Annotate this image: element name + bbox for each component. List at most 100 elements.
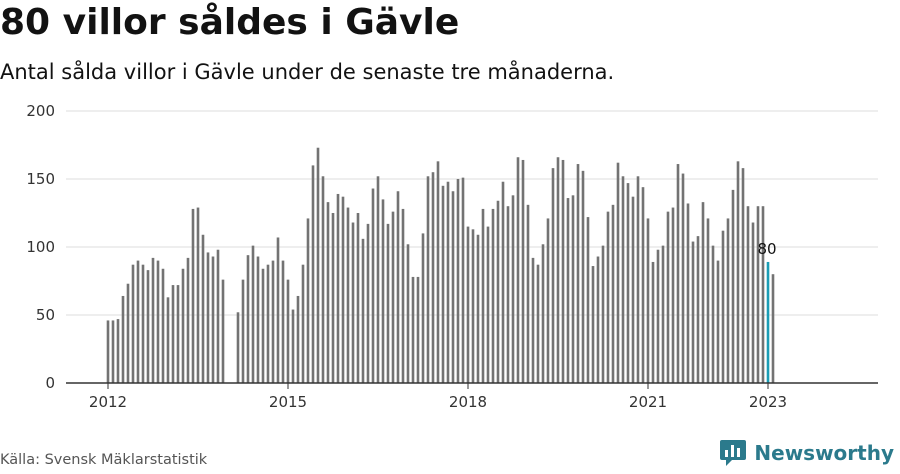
bar — [256, 256, 260, 383]
bar — [396, 191, 400, 383]
bar — [451, 191, 455, 383]
bar — [606, 211, 610, 383]
bar — [641, 187, 645, 383]
bar-chart: 0 50 100 150 200 2012 2015 2018 2021 2023 80 — [26, 102, 878, 411]
bar — [476, 234, 480, 383]
bar — [301, 264, 305, 383]
y-axis-ticks: 0 50 100 150 200 — [26, 102, 55, 392]
x-tick-label: 2021 — [629, 393, 667, 411]
bar — [371, 188, 375, 383]
bar — [161, 268, 165, 383]
bar — [536, 264, 540, 383]
bar — [591, 266, 595, 383]
bar — [136, 260, 140, 383]
bar — [411, 276, 415, 383]
bar — [771, 274, 775, 383]
bar — [221, 279, 225, 383]
bar — [246, 255, 250, 383]
bar — [616, 162, 620, 383]
bar — [251, 245, 255, 383]
bar — [326, 202, 330, 383]
bar — [566, 198, 570, 383]
x-tick-label: 2015 — [269, 393, 307, 411]
bar — [261, 268, 265, 383]
bar — [686, 203, 690, 383]
bar — [241, 279, 245, 383]
bar-highlight — [766, 261, 770, 383]
bar — [581, 170, 585, 383]
bar — [316, 147, 320, 383]
bar — [186, 257, 190, 383]
bar — [211, 256, 215, 383]
bar — [121, 295, 125, 383]
bars — [106, 147, 775, 383]
bar — [286, 279, 290, 383]
bar — [381, 199, 385, 383]
bar — [576, 164, 580, 383]
x-tick-label: 2018 — [449, 393, 487, 411]
bar — [746, 206, 750, 383]
y-tick-label: 50 — [36, 306, 55, 324]
bar — [321, 176, 325, 383]
bar — [351, 222, 355, 383]
bar — [551, 168, 555, 383]
y-tick-label: 150 — [26, 170, 55, 188]
bar — [386, 223, 390, 383]
bar — [636, 176, 640, 383]
bar — [516, 157, 520, 383]
bar-chart-logo-icon — [720, 440, 747, 466]
bar — [731, 189, 735, 383]
bar — [176, 285, 180, 383]
bar — [601, 245, 605, 383]
bar — [156, 260, 160, 383]
bar — [626, 183, 630, 383]
bar — [446, 181, 450, 383]
bar — [651, 261, 655, 383]
bar — [671, 207, 675, 383]
bar — [571, 195, 575, 383]
bar — [346, 207, 350, 383]
bar — [481, 208, 485, 383]
y-tick-label: 200 — [26, 102, 55, 120]
bar — [721, 230, 725, 383]
bar — [276, 237, 280, 383]
bar — [341, 196, 345, 383]
bar — [106, 320, 110, 383]
bar — [666, 211, 670, 383]
bar — [181, 268, 185, 383]
bar — [391, 211, 395, 383]
bar — [456, 179, 460, 383]
brand-logo: Newsworthy — [720, 440, 894, 466]
bar — [356, 213, 360, 383]
bar — [761, 206, 765, 383]
bar — [416, 276, 420, 383]
bar — [586, 217, 590, 383]
bar — [406, 244, 410, 383]
bar — [546, 218, 550, 383]
bar — [281, 260, 285, 383]
bar — [191, 208, 195, 383]
brand-name: Newsworthy — [754, 441, 894, 465]
y-tick-label: 0 — [45, 374, 55, 392]
bar — [661, 245, 665, 383]
bar — [131, 264, 135, 383]
bar — [596, 256, 600, 383]
bar — [466, 226, 470, 383]
bar — [696, 236, 700, 383]
bar — [471, 229, 475, 383]
bar — [526, 204, 530, 383]
bar — [541, 244, 545, 383]
bar — [756, 206, 760, 383]
bar — [726, 218, 730, 383]
x-axis: 2012 2015 2018 2021 2023 — [66, 382, 878, 411]
bar — [401, 208, 405, 383]
bar — [311, 165, 315, 383]
bar — [751, 222, 755, 383]
bar — [151, 257, 155, 383]
bar — [676, 164, 680, 383]
bar — [306, 218, 310, 383]
bar — [361, 238, 365, 383]
bar — [111, 320, 115, 383]
bar — [421, 233, 425, 383]
bar — [656, 249, 660, 383]
